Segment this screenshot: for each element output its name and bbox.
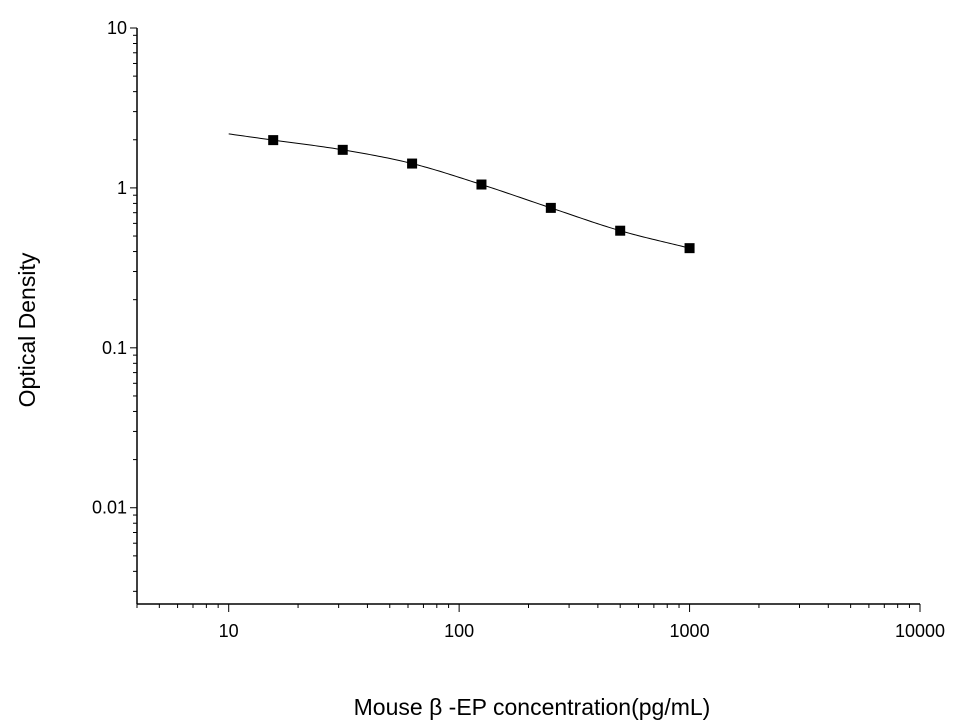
data-point	[615, 225, 626, 236]
x-tick-label: 10	[219, 621, 239, 641]
x-tick-label: 10000	[895, 621, 945, 641]
x-tick-label: 100	[444, 621, 474, 641]
x-axis-title: Mouse β -EP concentration(pg/mL)	[354, 694, 711, 720]
y-tick-label: 0.1	[102, 338, 127, 358]
x-tick-label: 1000	[670, 621, 710, 641]
data-point	[684, 243, 695, 254]
data-points	[268, 135, 695, 254]
y-tick-label: 0.01	[92, 498, 127, 518]
data-point	[545, 202, 556, 213]
fit-curve	[228, 133, 690, 249]
y-axis-title: Optical Density	[14, 252, 40, 407]
data-point	[268, 135, 279, 146]
data-point	[476, 179, 487, 190]
data-point	[337, 144, 348, 155]
y-ticks: 0.01 0.1 1 10	[92, 18, 137, 592]
x-ticks: 10 100 1000 10000	[136, 604, 945, 641]
axes	[136, 28, 920, 605]
y-tick-label: 10	[107, 18, 127, 38]
data-point	[407, 158, 418, 169]
y-tick-label: 1	[117, 178, 127, 198]
